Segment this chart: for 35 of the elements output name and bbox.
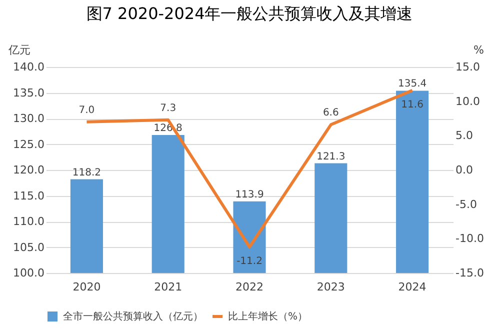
y-tick-label: 120.0 <box>13 164 44 176</box>
x-tick-label: 2024 <box>398 280 426 294</box>
data-label: 7.0 <box>78 104 95 116</box>
y2-axis-title: % <box>474 44 484 56</box>
y-tick-label: 130.0 <box>13 112 44 125</box>
data-label: 121.3 <box>316 151 346 162</box>
y2-tick-label: -10.0 <box>456 232 484 246</box>
legend-label: 比上年增长（%） <box>228 310 308 322</box>
x-tick-label: 2022 <box>236 280 264 294</box>
x-tick-label: 2023 <box>316 280 345 294</box>
y2-tick-label: -5.0 <box>456 198 477 211</box>
y-tick-label: 110.0 <box>13 215 44 228</box>
y-tick-label: 125.0 <box>13 138 44 151</box>
y-tick-label: 100.0 <box>13 266 44 280</box>
y2-tick-label: 15.0 <box>456 60 480 74</box>
data-label: 7.3 <box>160 102 176 114</box>
y2-tick-label: -15.0 <box>456 266 484 280</box>
data-label: 11.6 <box>401 99 424 110</box>
y2-tick-label: 10.0 <box>456 94 480 108</box>
data-label: -11.2 <box>236 256 262 267</box>
y-tick-label: 140.0 <box>13 60 44 74</box>
y-tick-label: 115.0 <box>13 189 44 202</box>
x-tick-label: 2020 <box>72 280 101 294</box>
y2-tick-label: 5.0 <box>456 129 473 142</box>
y-tick-label: 135.0 <box>13 86 44 100</box>
chart-title: 图7 2020-2024年一般公共预算收入及其增速 <box>86 4 413 23</box>
y-tick-label: 105.0 <box>13 240 44 254</box>
data-label: 118.2 <box>72 167 102 178</box>
data-label: 113.9 <box>235 189 264 200</box>
data-label: 6.6 <box>322 108 339 119</box>
y-axis-title: 亿元 <box>8 44 30 56</box>
legend-label: 全市一般公共预算收入（亿元） <box>63 310 203 322</box>
x-tick-label: 2021 <box>154 280 182 294</box>
data-label: 135.4 <box>398 78 427 90</box>
y2-tick-label: 0.0 <box>456 164 473 176</box>
